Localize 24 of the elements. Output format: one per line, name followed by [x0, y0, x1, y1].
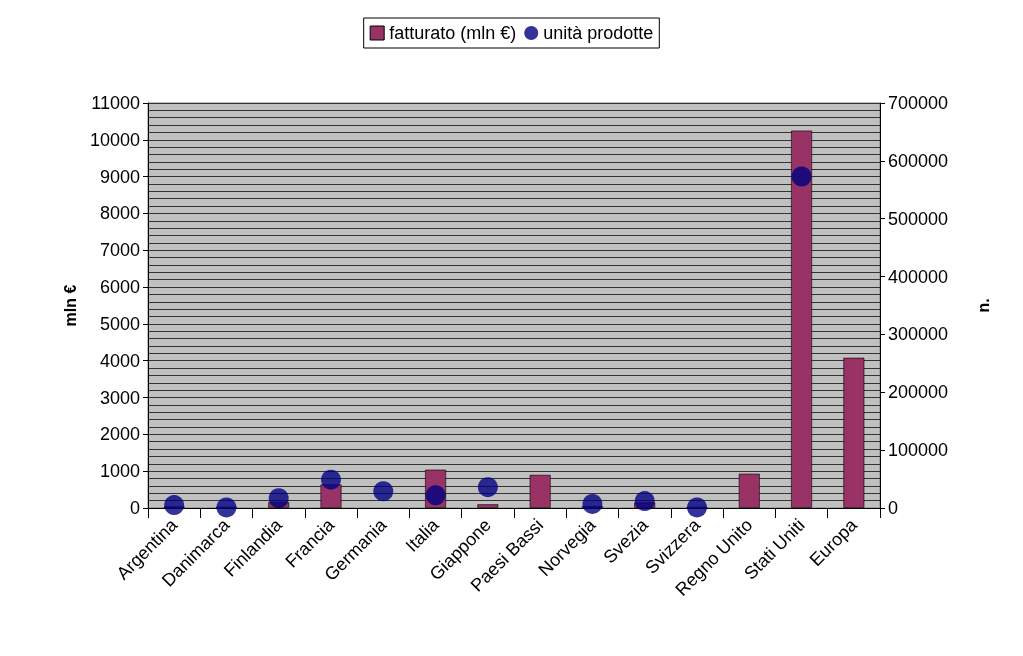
y2-tick-label: 500000 — [888, 208, 949, 229]
y-tick-label: 9000 — [99, 166, 140, 187]
y-tick-label: 5000 — [99, 313, 140, 334]
y-tick-label: 11000 — [91, 93, 140, 113]
y-tick-label: 7000 — [99, 240, 140, 261]
y-tick-label: 4000 — [99, 350, 140, 371]
y-tick-label: 1000 — [99, 461, 140, 482]
y-tick-label: 3000 — [99, 387, 140, 408]
y2-axis-title: n. — [974, 298, 992, 313]
legend-label: unità prodotte — [543, 23, 654, 43]
y2-tick-label: 200000 — [888, 382, 949, 403]
y2-tick-label: 100000 — [888, 440, 949, 461]
y-axis-title: mln € — [61, 284, 79, 327]
y2-tick-label: 600000 — [888, 150, 949, 171]
y2-tick-label: 400000 — [888, 266, 949, 287]
y-tick-label: 0 — [129, 498, 140, 518]
legend-label: fatturato (mln €) — [389, 23, 517, 43]
y-tick-label: 6000 — [99, 277, 140, 298]
y-tick-label: 10000 — [89, 129, 140, 150]
y-tick-label: 8000 — [99, 203, 140, 224]
y-tick-label: 2000 — [99, 424, 140, 445]
y2-tick-label: 300000 — [888, 324, 949, 345]
y2-tick-label: 0 — [888, 498, 899, 518]
y2-tick-label: 700000 — [888, 93, 949, 113]
